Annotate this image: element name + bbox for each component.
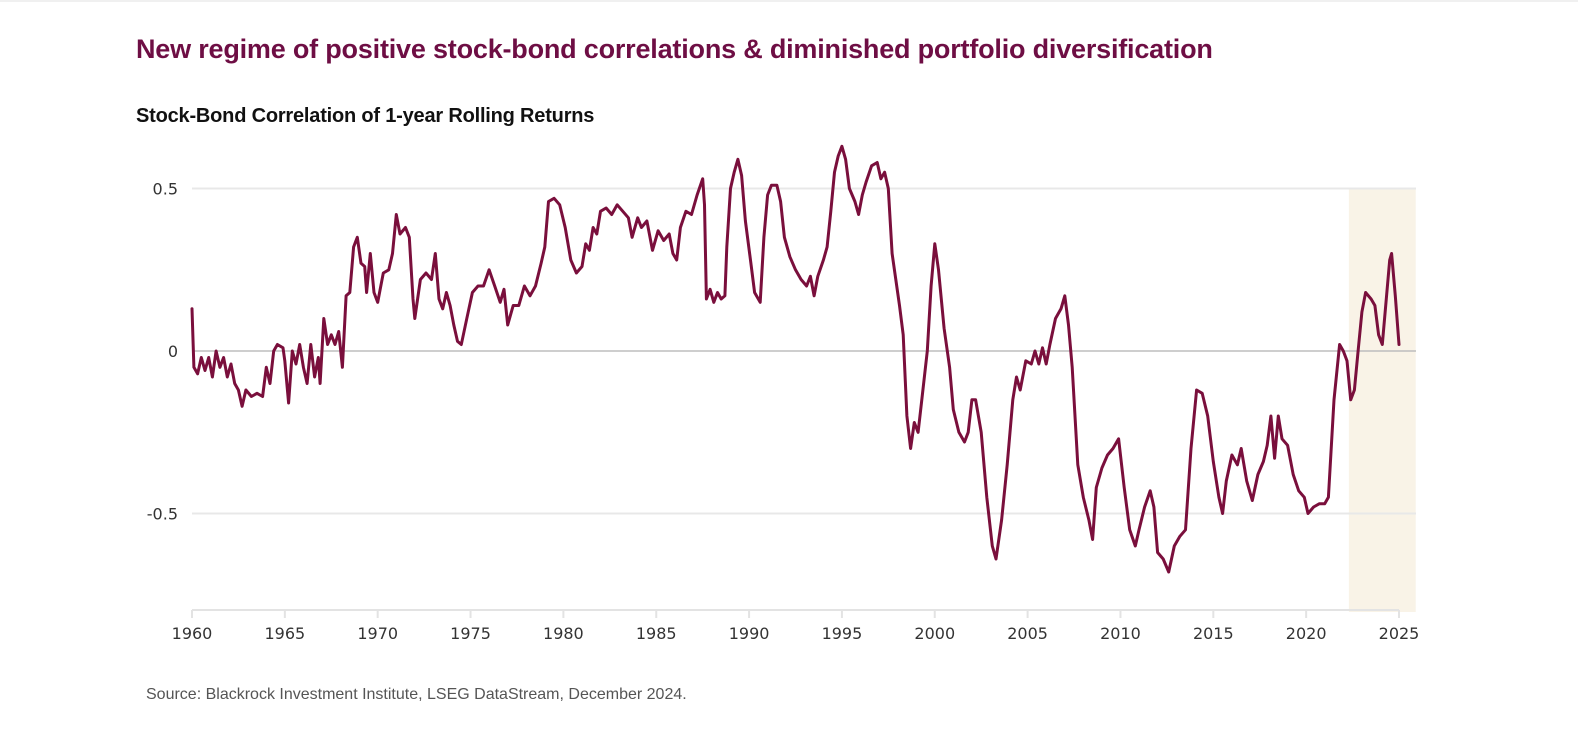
x-tick-label: 2010 — [1100, 624, 1141, 643]
source-note: Source: Blackrock Investment Institute, … — [146, 686, 687, 703]
x-tick-label: 1980 — [543, 624, 584, 643]
x-tick-label: 1960 — [172, 624, 213, 643]
x-tick-label: 2005 — [1007, 624, 1048, 643]
x-tick-label: 1995 — [822, 624, 863, 643]
x-tick-label: 1970 — [357, 624, 398, 643]
x-tick-label: 1990 — [729, 624, 770, 643]
y-tick-label: 0 — [168, 342, 178, 361]
x-tick-label: 2025 — [1379, 624, 1420, 643]
page-title: New regime of positive stock-bond correl… — [136, 34, 1213, 64]
gridlines — [192, 187, 1416, 515]
series-line-stock-bond-correlation — [190, 144, 1401, 574]
x-tick-label: 1965 — [264, 624, 305, 643]
x-tick-label: 2015 — [1193, 624, 1234, 643]
x-tick-label: 1975 — [450, 624, 491, 643]
y-tick-label: 0.5 — [153, 180, 178, 199]
x-tick-label: 1985 — [636, 624, 677, 643]
chart-title: Stock-Bond Correlation of 1-year Rolling… — [136, 105, 595, 127]
x-tick-label: 2020 — [1286, 624, 1327, 643]
x-axis: 1960 1965 1970 1975 1980 1985 1990 1995 2000 2005… — [172, 609, 1420, 643]
y-tick-label: -0.5 — [147, 505, 178, 524]
highlight-band-2022-2025 — [1348, 188, 1416, 612]
y-axis-tick-labels: 0.5 0 -0.5 — [147, 180, 178, 524]
top-divider — [0, 0, 1578, 2]
x-tick-label: 2000 — [914, 624, 955, 643]
